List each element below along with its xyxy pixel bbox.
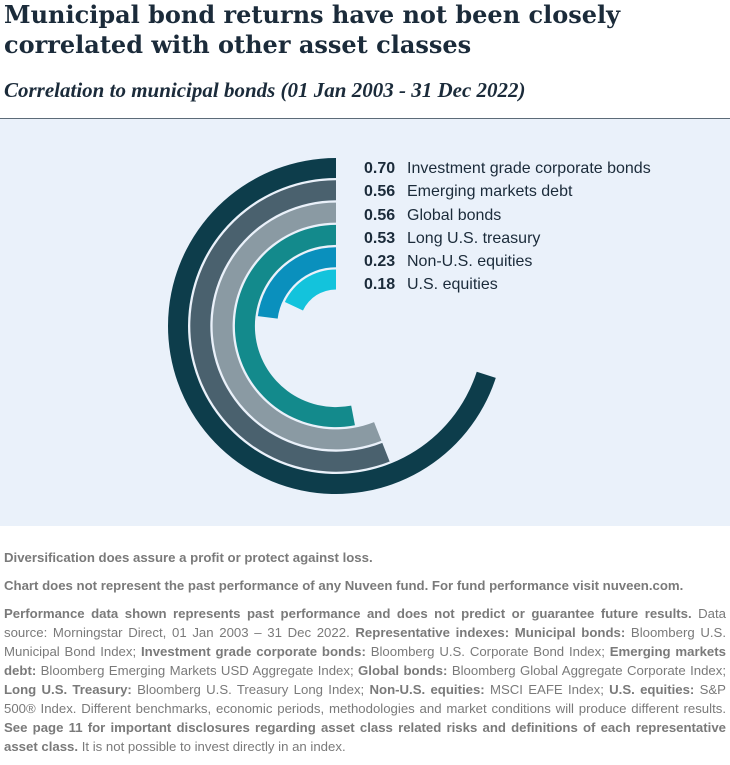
legend-label: U.S. equities	[407, 276, 498, 294]
legend-label: Global bonds	[407, 206, 502, 224]
disclaimer-bold: Emerging markets debt:	[4, 644, 726, 678]
disclaimer-text: S&P 500® Index. Different benchmarks, ec…	[4, 682, 726, 716]
legend-value: 0.56	[364, 183, 396, 201]
disclaimer-text: Diversification does assure a profit or …	[4, 550, 373, 565]
legend-value: 0.23	[364, 253, 396, 271]
disclaimer-sources: Performance data shown represents past p…	[4, 604, 726, 756]
legend-label: Non-U.S. equities	[407, 253, 533, 271]
radial-bar-non-u-s-equities	[257, 247, 336, 319]
page-title: Municipal bond returns have not been clo…	[4, 0, 621, 59]
disclaimer-bold: Representative indexes: Municipal bonds:	[355, 625, 626, 640]
legend-value: 0.18	[364, 276, 396, 294]
disclaimer-text: MSCI EAFE Index;	[484, 682, 610, 697]
disclaimer-performance: Chart does not represent the past perfor…	[4, 576, 726, 595]
legend-value: 0.56	[364, 206, 396, 224]
disclaimer-bold: Performance data shown represents past p…	[4, 606, 692, 621]
disclaimer-text: Bloomberg U.S. Municipal Bond Index;	[4, 625, 726, 659]
disclosures: Diversification does assure a profit or …	[4, 548, 726, 765]
legend-item: 0.23 Non-U.S. equities	[364, 250, 651, 273]
disclaimer-text: Bloomberg U.S. Corporate Bond Index;	[365, 644, 610, 659]
disclaimer-text: Data source: Morningstar Direct, 01 Jan …	[4, 606, 726, 640]
disclaimer-bold: Global bonds:	[358, 663, 448, 678]
disclaimer-diversification: Diversification does assure a profit or …	[4, 548, 726, 567]
legend-label: Investment grade corporate bonds	[407, 160, 651, 177]
legend-item: 0.56 Emerging markets debt	[364, 180, 651, 203]
disclaimer-text: It is not possible to invest directly in…	[78, 739, 346, 754]
disclaimer-bold: Long U.S. Treasury:	[4, 682, 132, 697]
legend-item: 0.70 Investment grade corporate bonds	[364, 157, 651, 180]
legend-item: 0.53 Long U.S. treasury	[364, 227, 651, 250]
disclaimer-text: Bloomberg U.S. Treasury Long Index;	[131, 682, 370, 697]
disclaimer-text: Bloomberg Emerging Markets USD Aggregate…	[36, 663, 359, 678]
disclaimer-text: Chart does not represent the past perfor…	[4, 578, 684, 593]
legend-value: 0.70	[364, 160, 396, 177]
radial-bar-u-s-equities	[284, 269, 336, 311]
disclaimer-bold: Investment grade corporate bonds:	[140, 644, 366, 659]
legend-item: 0.56 Global bonds	[364, 204, 651, 227]
chart-legend: 0.70 Investment grade corporate bonds 0.5…	[364, 157, 651, 297]
legend-label: Emerging markets debt	[407, 183, 573, 201]
disclaimer-text: Bloomberg Global Aggregate Corporate Ind…	[447, 663, 726, 678]
radial-bar-chart	[168, 158, 496, 494]
legend-value: 0.53	[364, 229, 396, 247]
radial-bar-long-u-s-treasury	[234, 224, 355, 428]
disclaimer-bold: Non-U.S. equities:	[369, 682, 485, 697]
legend-item: 0.18 U.S. equities	[364, 273, 651, 296]
legend-label: Long U.S. treasury	[407, 229, 541, 247]
disclaimer-bold: U.S. equities:	[609, 682, 695, 697]
chart-subtitle: Correlation to municipal bonds (01 Jan 2…	[4, 78, 526, 102]
